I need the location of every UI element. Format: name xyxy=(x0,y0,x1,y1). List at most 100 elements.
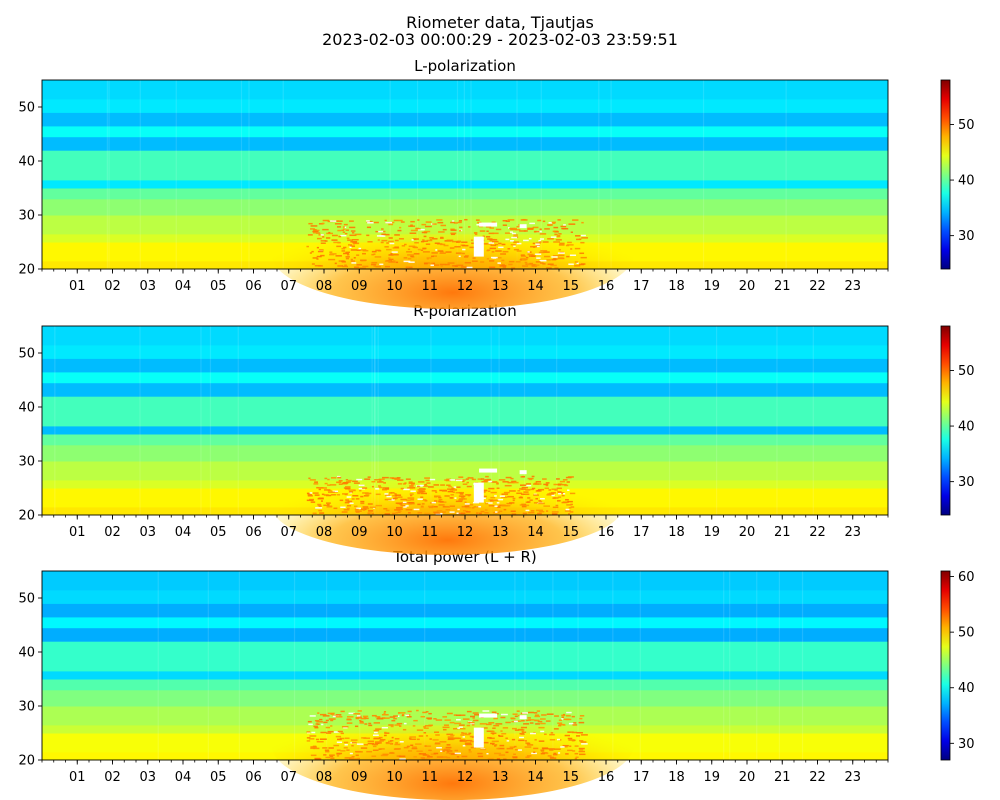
enhancement-pixel xyxy=(316,258,319,260)
enhancement-pixel xyxy=(496,740,499,743)
enhancement-pixel xyxy=(538,740,545,742)
enhancement-pixel xyxy=(551,513,558,515)
enhancement-pixel xyxy=(328,258,336,261)
x-tick-label: 20 xyxy=(739,279,756,294)
enhancement-pixel xyxy=(362,509,366,511)
enhancement-pixel xyxy=(440,243,446,246)
enhancement-pixel xyxy=(523,230,528,232)
enhancement-pixel xyxy=(333,241,340,244)
enhancement-pixel xyxy=(426,257,432,259)
colorbar-tick-label: 30 xyxy=(958,737,975,752)
x-tick-label: 07 xyxy=(280,525,297,540)
enhancement-pixel xyxy=(520,257,526,260)
enhancement-pixel xyxy=(535,242,541,244)
enhancement-pixel xyxy=(485,475,489,478)
enhancement-pixel xyxy=(525,719,528,722)
enhancement-pixel xyxy=(434,500,438,502)
enhancement-pixel xyxy=(330,757,335,759)
enhancement-pixel xyxy=(527,228,534,230)
heatmap-streak xyxy=(812,326,814,515)
enhancement-pixel xyxy=(398,496,403,498)
enhancement-pixel xyxy=(464,503,470,505)
enhancement-pixel xyxy=(358,247,362,250)
enhancement-pixel xyxy=(554,231,559,233)
enhancement-pixel xyxy=(352,494,359,497)
enhancement-pixel xyxy=(464,742,472,744)
enhancement-pixel xyxy=(538,239,542,242)
enhancement-pixel xyxy=(380,754,388,757)
enhancement-pixel xyxy=(568,739,575,741)
enhancement-pixel xyxy=(384,219,387,222)
enhancement-pixel xyxy=(403,722,407,725)
enhancement-pixel xyxy=(540,749,545,751)
enhancement-pixel xyxy=(346,237,350,240)
enhancement-pixel xyxy=(464,733,471,736)
heatmap-streak xyxy=(610,80,612,269)
x-tick-label: 10 xyxy=(386,279,403,294)
enhancement-pixel xyxy=(431,490,437,492)
enhancement-pixel xyxy=(328,491,335,493)
enhancement-pixel xyxy=(553,483,559,486)
enhancement-pixel xyxy=(420,506,424,508)
enhancement-pixel xyxy=(342,482,348,485)
enhancement-pixel xyxy=(336,245,342,248)
enhancement-pixel xyxy=(447,262,455,264)
enhancement-pixel xyxy=(568,223,576,225)
enhancement-pixel xyxy=(487,249,491,251)
enhancement-pixel xyxy=(549,757,557,759)
enhancement-pixel xyxy=(490,244,497,247)
enhancement-pixel xyxy=(359,719,362,722)
enhancement-pixel xyxy=(558,244,565,246)
enhancement-pixel xyxy=(539,241,542,243)
heatmap-streak xyxy=(207,571,209,760)
enhancement-pixel xyxy=(561,714,566,717)
heatmap-band xyxy=(42,136,888,151)
enhancement-pixel xyxy=(461,732,464,734)
enhancement-pixel xyxy=(319,718,323,721)
enhancement-pixel xyxy=(417,492,421,495)
enhancement-pixel xyxy=(444,495,450,497)
figure-title: Riometer data, Tjautjas xyxy=(406,13,594,32)
enhancement-pixel xyxy=(492,499,498,502)
enhancement-pixel xyxy=(459,740,467,742)
enhancement-pixel xyxy=(505,220,510,223)
enhancement-pixel xyxy=(551,488,557,491)
heatmap-streak xyxy=(756,571,758,760)
enhancement-pixel xyxy=(578,238,582,240)
enhancement-pixel xyxy=(501,259,505,262)
enhancement-pixel xyxy=(484,478,492,481)
enhancement-pixel xyxy=(347,479,352,482)
enhancement-pixel xyxy=(388,258,394,261)
enhancement-pixel xyxy=(307,494,313,496)
enhancement-pixel xyxy=(417,498,423,500)
enhancement-pixel xyxy=(349,220,354,222)
enhancement-pixel xyxy=(416,750,423,752)
enhancement-pixel xyxy=(517,720,522,722)
enhancement-pixel xyxy=(438,500,444,503)
enhancement-pixel xyxy=(494,505,498,507)
enhancement-pixel xyxy=(364,723,368,725)
enhancement-pixel xyxy=(435,719,443,721)
enhancement-pixel xyxy=(377,742,382,744)
enhancement-pixel xyxy=(425,221,432,223)
enhancement-pixel xyxy=(569,492,576,495)
enhancement-pixel xyxy=(505,751,509,754)
enhancement-pixel xyxy=(395,494,402,496)
enhancement-pixel xyxy=(405,266,413,269)
enhancement-pixel xyxy=(432,255,437,257)
x-tick-label: 20 xyxy=(739,770,756,785)
enhancement-pixel xyxy=(403,488,410,491)
enhancement-pixel xyxy=(517,729,525,731)
colorbar-tick-label: 50 xyxy=(958,626,975,641)
enhancement-pixel xyxy=(447,490,454,493)
enhancement-pixel xyxy=(540,262,544,264)
enhancement-pixel xyxy=(349,502,354,505)
enhancement-pixel xyxy=(351,758,358,760)
enhancement-pixel xyxy=(498,479,506,481)
enhancement-pixel xyxy=(569,745,572,747)
enhancement-pixel xyxy=(328,747,334,749)
enhancement-pixel xyxy=(344,264,347,267)
enhancement-pixel xyxy=(435,249,438,251)
enhancement-pixel xyxy=(513,481,519,484)
enhancement-pixel xyxy=(336,220,343,222)
